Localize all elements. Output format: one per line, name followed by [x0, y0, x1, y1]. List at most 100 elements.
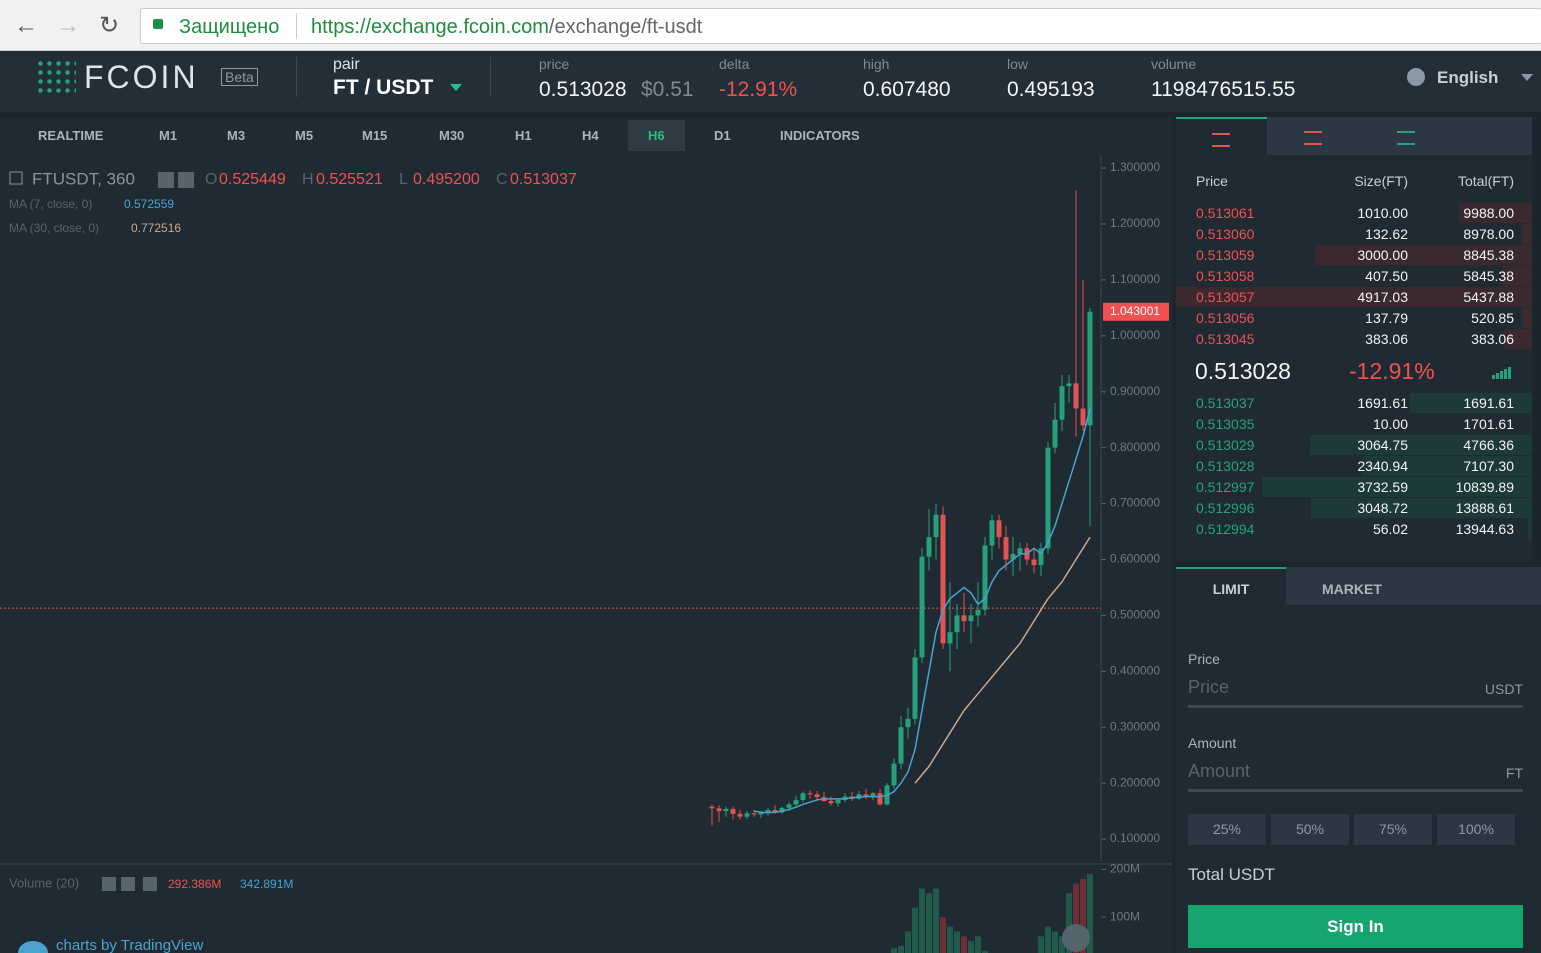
volume-bar [940, 917, 946, 953]
candle-body [1031, 559, 1037, 566]
pair[interactable]: FT / USDT [333, 76, 434, 99]
chart-tab[interactable]: H6 [648, 128, 665, 143]
book-cell: 10.00 [1372, 416, 1408, 432]
chart-tab[interactable]: M15 [362, 128, 388, 143]
candle-body [807, 793, 813, 795]
depth-bar [1314, 245, 1532, 265]
percent-button[interactable]: 100% [1437, 814, 1515, 845]
candle-body [800, 793, 806, 800]
chart-tab[interactable]: H1 [515, 128, 532, 143]
depth-bar [1522, 224, 1532, 244]
orderbook-tab[interactable] [1176, 117, 1267, 157]
volume-bar [1080, 878, 1086, 953]
candle-body [1066, 383, 1072, 387]
candle-body [975, 609, 981, 616]
limit-tab[interactable]: LIMIT [1176, 567, 1286, 605]
stat-label: low [1007, 56, 1029, 72]
candle-body [947, 632, 953, 644]
chart-tab[interactable]: H4 [582, 128, 599, 143]
book-cell: 10839.89 [1455, 479, 1514, 495]
chart-tab[interactable]: M5 [295, 128, 314, 143]
volume-bar [1087, 874, 1093, 953]
book-cell: 5437.88 [1463, 289, 1514, 305]
book-cell: 1010.00 [1357, 205, 1408, 221]
candle-body [737, 813, 743, 817]
back-button[interactable]: ← [14, 12, 38, 39]
volume-icon [121, 877, 135, 891]
chart-tab[interactable]: M1 [159, 128, 178, 143]
sign-in-button[interactable]: Sign In [1188, 905, 1523, 948]
candle-body [779, 807, 785, 813]
stat-label: price [539, 56, 570, 72]
book-price: 0.513058 [1196, 268, 1255, 284]
y-tick-label: 1.100000 [1110, 272, 1160, 286]
language-dropdown[interactable] [1521, 74, 1533, 87]
y-tick-label: 1.300000 [1110, 160, 1160, 174]
candle-body [1010, 553, 1016, 560]
ohlc-key: L [399, 171, 408, 188]
candle-body [1038, 548, 1044, 566]
price-input[interactable]: Price USDT [1188, 677, 1523, 708]
last-price-badge [1103, 302, 1169, 321]
tradingview-logo [18, 941, 48, 953]
chart-tab[interactable]: M30 [439, 128, 465, 143]
depth-bar [1176, 287, 1532, 307]
candle-body [989, 520, 995, 546]
book-cell: 3048.72 [1357, 500, 1408, 516]
market-tab[interactable]: MARKET [1322, 581, 1382, 597]
url: https://exchange.fcoin.com/exchange/ft-u… [311, 16, 702, 39]
logo-dots [36, 59, 76, 97]
volume-icon [102, 877, 116, 891]
stat-extra: $0.51 [641, 78, 694, 101]
volume-bar [954, 931, 960, 953]
amount-input[interactable]: Amount FT [1188, 761, 1523, 792]
candle-body [891, 763, 897, 786]
url-path: /exchange/ft-usdt [548, 16, 703, 38]
chart-tab[interactable]: INDICATORS [780, 128, 860, 143]
percent-button[interactable]: 50% [1271, 814, 1349, 845]
total-label: Total USDT [1188, 865, 1275, 884]
forward-button[interactable]: → [56, 12, 80, 39]
divider [296, 13, 297, 39]
book-cell: 9988.00 [1463, 205, 1514, 221]
candle-body [926, 537, 932, 557]
candle-body [940, 514, 946, 644]
ohlc-value: 0.495200 [413, 171, 480, 188]
chart-tab[interactable]: D1 [714, 128, 731, 143]
book-price: 0.513035 [1196, 416, 1255, 432]
signal-bar [1496, 373, 1499, 379]
ohlc-key: C [496, 171, 508, 188]
depth-bar [1522, 308, 1532, 328]
beta-badge: Beta [221, 68, 258, 86]
book-price: 0.512997 [1196, 479, 1255, 495]
candle-body [870, 793, 876, 797]
y-tick-label: 0.700000 [1110, 496, 1160, 510]
y-tick-label: 0.100000 [1110, 831, 1160, 845]
stat-label: delta [719, 56, 750, 72]
reload-button[interactable]: ↻ [99, 12, 120, 39]
stat-label: volume [1151, 56, 1197, 72]
candle-body [772, 809, 778, 813]
book-cell: 13944.63 [1455, 521, 1514, 537]
orderbook-tab[interactable] [1359, 117, 1532, 155]
percent-button[interactable]: 25% [1188, 814, 1266, 845]
depth-bar [1362, 456, 1532, 476]
percent-button[interactable]: 75% [1354, 814, 1432, 845]
stat-value: -12.91% [719, 78, 798, 101]
tab-icon [1304, 131, 1322, 145]
orderbook-tab[interactable] [1267, 117, 1359, 155]
chart-tab[interactable]: REALTIME [38, 128, 104, 143]
divider [296, 57, 297, 97]
ohlc-value: 0.525521 [316, 171, 383, 188]
language[interactable]: English [1437, 68, 1499, 87]
address-bar[interactable]: Защищено https://exchange.fcoin.com/exch… [140, 8, 1541, 44]
depth-bar [1261, 477, 1532, 497]
stat-value: 0.607480 [863, 78, 951, 101]
chart-tab[interactable]: M3 [227, 128, 246, 143]
book-cell: 13888.61 [1455, 500, 1514, 516]
volume-bar [1045, 926, 1051, 953]
tab-icon [1212, 133, 1230, 147]
pair-dropdown[interactable] [450, 84, 462, 97]
volume-icon [143, 877, 157, 891]
